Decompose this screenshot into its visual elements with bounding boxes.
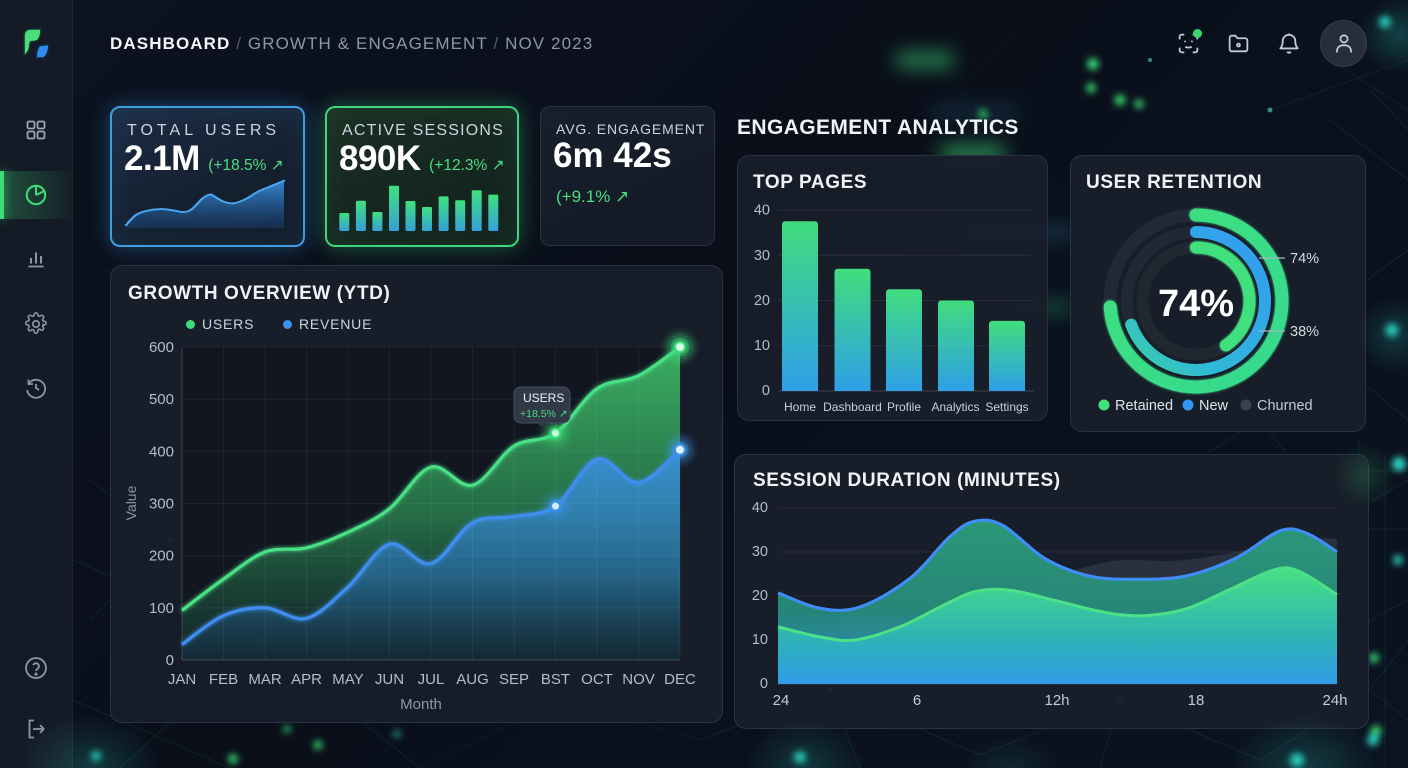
svg-text:MAR: MAR bbox=[248, 671, 282, 688]
svg-text:40: 40 bbox=[752, 500, 768, 516]
svg-text:APR: APR bbox=[291, 671, 322, 688]
svg-text:Churned: Churned bbox=[1257, 398, 1313, 414]
svg-text:New: New bbox=[1199, 398, 1229, 414]
svg-text:Dashboard: Dashboard bbox=[823, 400, 882, 414]
svg-text:300: 300 bbox=[149, 496, 174, 513]
svg-text:400: 400 bbox=[149, 443, 174, 460]
svg-text:500: 500 bbox=[149, 391, 174, 408]
svg-text:600: 600 bbox=[149, 339, 174, 356]
svg-text:0: 0 bbox=[166, 652, 174, 669]
svg-text:OCT: OCT bbox=[581, 671, 613, 688]
svg-text:BST: BST bbox=[541, 671, 570, 688]
svg-text:6: 6 bbox=[913, 692, 921, 709]
svg-text:NOV: NOV bbox=[622, 671, 655, 688]
svg-text:38%: 38% bbox=[1290, 324, 1319, 340]
svg-text:AUG: AUG bbox=[456, 671, 489, 688]
svg-text:JAN: JAN bbox=[168, 671, 196, 688]
svg-text:0: 0 bbox=[760, 676, 768, 692]
svg-text:24: 24 bbox=[773, 692, 790, 709]
svg-text:40: 40 bbox=[754, 203, 770, 219]
svg-text:20: 20 bbox=[754, 293, 770, 309]
svg-text:100: 100 bbox=[149, 600, 174, 617]
svg-text:74%: 74% bbox=[1158, 283, 1234, 325]
svg-text:10: 10 bbox=[752, 632, 768, 648]
svg-text:JUL: JUL bbox=[418, 671, 445, 688]
svg-text:10: 10 bbox=[754, 338, 770, 354]
svg-text:USERS: USERS bbox=[523, 391, 564, 405]
svg-text:Value: Value bbox=[123, 485, 139, 520]
svg-text:24h: 24h bbox=[1322, 692, 1347, 709]
svg-text:+18.5% ↗: +18.5% ↗ bbox=[520, 408, 568, 420]
svg-text:20: 20 bbox=[752, 588, 768, 604]
svg-text:DEC: DEC bbox=[664, 671, 696, 688]
svg-text:30: 30 bbox=[754, 248, 770, 264]
svg-text:Home: Home bbox=[784, 400, 816, 414]
svg-text:12h: 12h bbox=[1044, 692, 1069, 709]
svg-text:Retained: Retained bbox=[1115, 398, 1173, 414]
svg-text:30: 30 bbox=[752, 544, 768, 560]
svg-text:0: 0 bbox=[762, 383, 770, 399]
svg-text:Profile: Profile bbox=[887, 400, 921, 414]
svg-text:MAY: MAY bbox=[332, 671, 363, 688]
svg-text:FEB: FEB bbox=[209, 671, 238, 688]
svg-text:Month: Month bbox=[400, 696, 442, 713]
svg-text:JUN: JUN bbox=[375, 671, 404, 688]
svg-text:Analytics: Analytics bbox=[931, 400, 979, 414]
svg-text:18: 18 bbox=[1188, 692, 1205, 709]
svg-text:Settings: Settings bbox=[985, 400, 1028, 414]
svg-text:200: 200 bbox=[149, 548, 174, 565]
svg-text:SEP: SEP bbox=[499, 671, 529, 688]
svg-text:74%: 74% bbox=[1290, 251, 1319, 267]
